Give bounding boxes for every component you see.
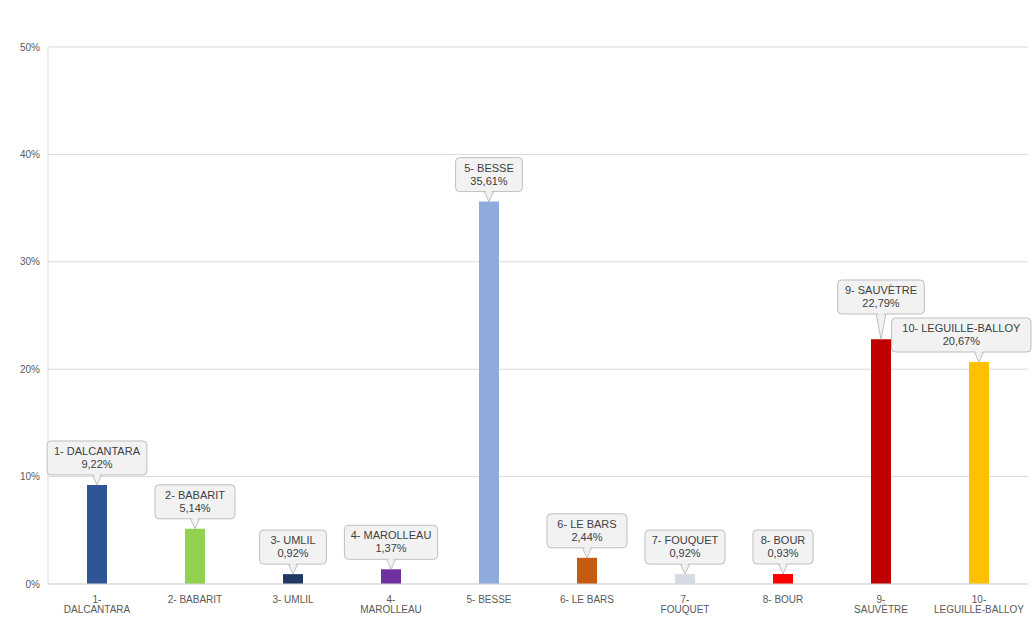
svg-text:1-DALCANTARA: 1-DALCANTARA bbox=[64, 594, 131, 615]
svg-text:22,79%: 22,79% bbox=[862, 297, 900, 309]
svg-text:8- BOUR: 8- BOUR bbox=[763, 594, 804, 605]
svg-text:5- BESSE: 5- BESSE bbox=[466, 594, 511, 605]
svg-text:5- BESSE: 5- BESSE bbox=[464, 162, 514, 174]
svg-text:0,92%: 0,92% bbox=[277, 547, 308, 559]
svg-text:20%: 20% bbox=[20, 364, 40, 375]
svg-text:4-MAROLLEAU: 4-MAROLLEAU bbox=[360, 594, 422, 615]
svg-text:10-LEGUILLE-BALLOY: 10-LEGUILLE-BALLOY bbox=[934, 594, 1024, 615]
svg-text:3- UMLIL: 3- UMLIL bbox=[272, 594, 314, 605]
svg-text:0%: 0% bbox=[26, 579, 41, 590]
svg-text:10%: 10% bbox=[20, 471, 40, 482]
svg-text:20,67%: 20,67% bbox=[943, 335, 981, 347]
svg-text:9- SAUVÈTRE: 9- SAUVÈTRE bbox=[845, 284, 917, 296]
svg-text:5,14%: 5,14% bbox=[179, 502, 210, 514]
svg-text:10- LEGUILLE-BALLOY: 10- LEGUILLE-BALLOY bbox=[902, 322, 1021, 334]
svg-text:2,44%: 2,44% bbox=[571, 531, 602, 543]
svg-text:7-FOUQUET: 7-FOUQUET bbox=[661, 594, 710, 615]
svg-text:35,61%: 35,61% bbox=[470, 175, 508, 187]
svg-text:3- UMLIL: 3- UMLIL bbox=[270, 534, 315, 546]
svg-text:4- MAROLLEAU: 4- MAROLLEAU bbox=[351, 529, 432, 541]
svg-text:2- BABARIT: 2- BABARIT bbox=[168, 594, 222, 605]
svg-text:6- LE BARS: 6- LE BARS bbox=[560, 594, 614, 605]
svg-text:6- LE BARS: 6- LE BARS bbox=[557, 518, 616, 530]
svg-text:9,22%: 9,22% bbox=[81, 458, 112, 470]
svg-text:7- FOUQUET: 7- FOUQUET bbox=[652, 534, 719, 546]
svg-text:2- BABARIT: 2- BABARIT bbox=[165, 489, 225, 501]
svg-text:8- BOUR: 8- BOUR bbox=[761, 534, 806, 546]
svg-text:0,93%: 0,93% bbox=[767, 547, 798, 559]
svg-text:30%: 30% bbox=[20, 256, 40, 267]
svg-text:50%: 50% bbox=[20, 42, 40, 53]
svg-text:1,37%: 1,37% bbox=[375, 542, 406, 554]
svg-text:9-SAUVÈTRE: 9-SAUVÈTRE bbox=[854, 594, 908, 615]
svg-text:1- DALCANTARA: 1- DALCANTARA bbox=[54, 445, 141, 457]
svg-text:0,92%: 0,92% bbox=[669, 547, 700, 559]
svg-text:40%: 40% bbox=[20, 149, 40, 160]
